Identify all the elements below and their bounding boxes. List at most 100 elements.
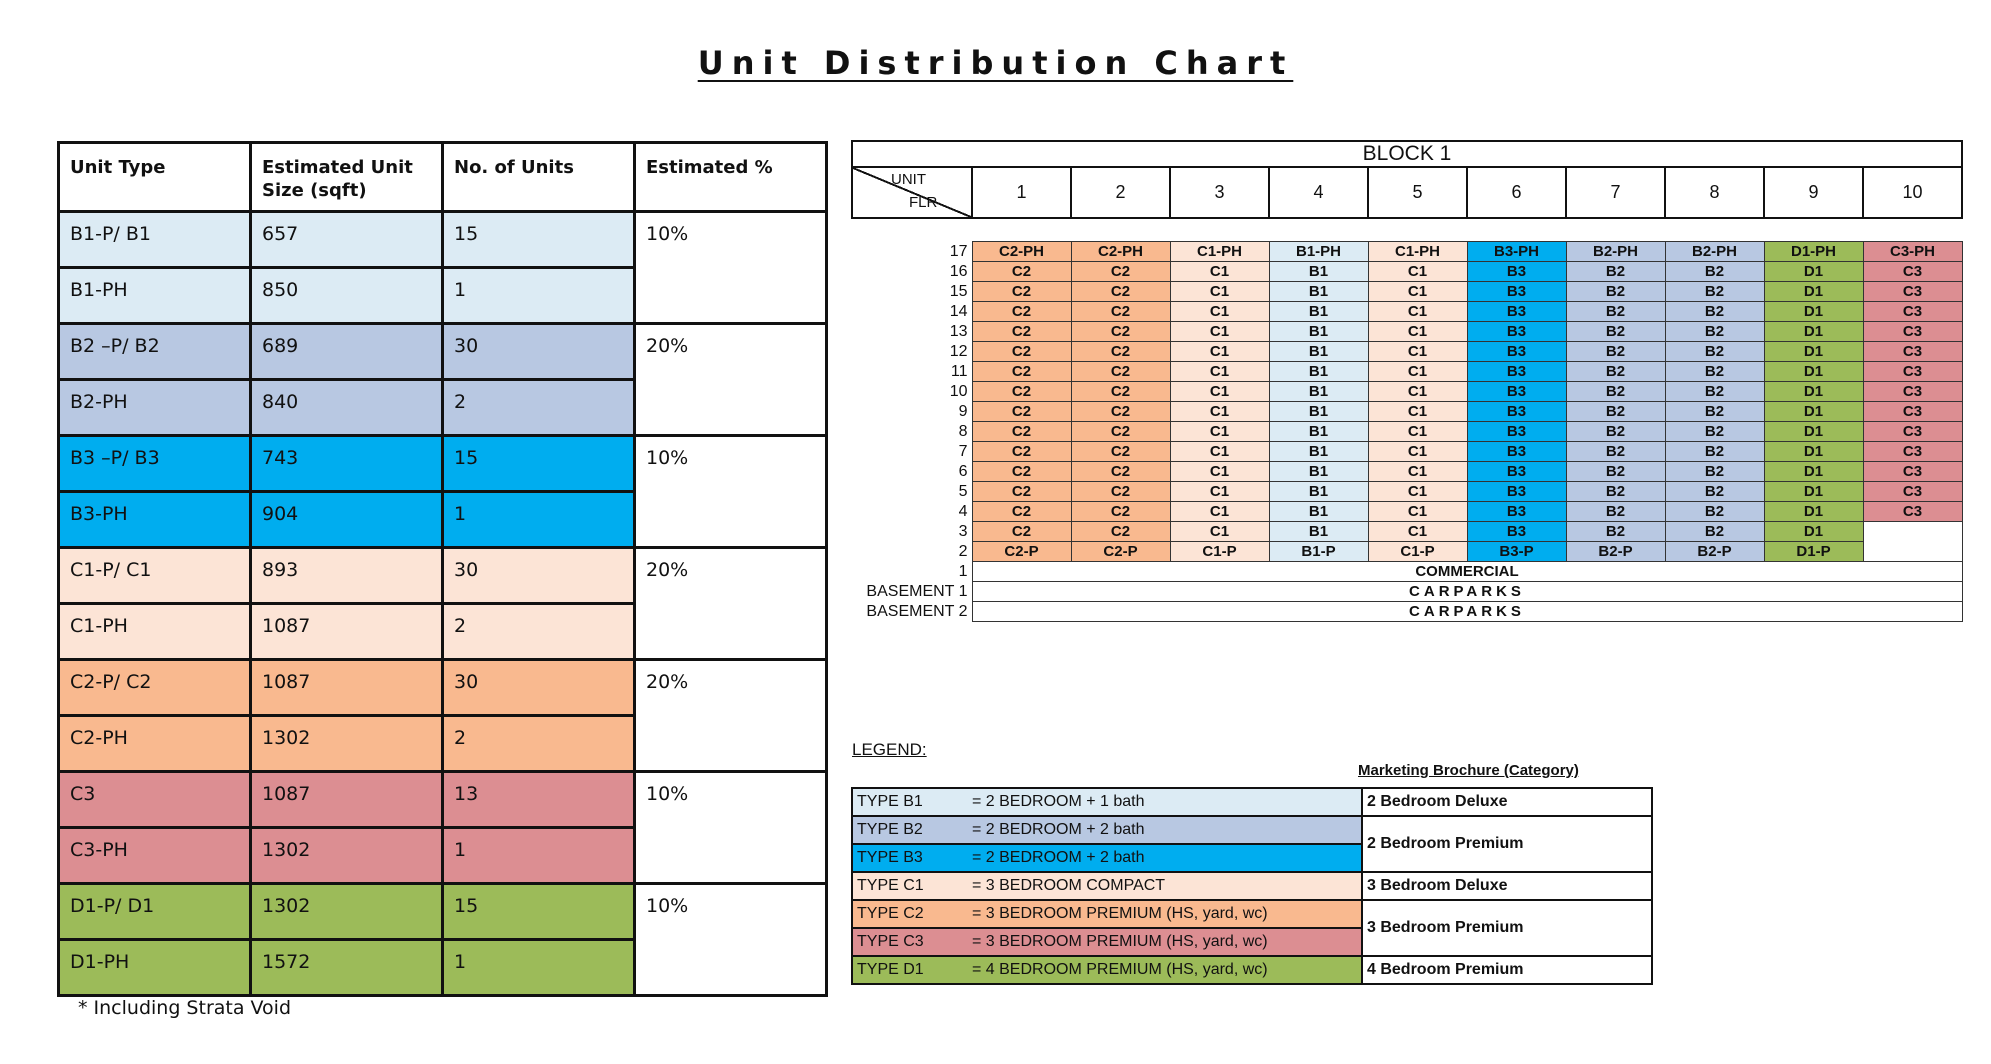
floor-row: 16 C2 C2 C1 B1 C1 B3 B2 B2 D1 C3 — [852, 261, 1963, 282]
unit-cell: B2 — [1565, 441, 1666, 462]
unit-type-cell: C1-PH — [57, 602, 252, 661]
unit-cell: C1 — [1169, 321, 1270, 342]
spacer — [852, 218, 1962, 242]
unit-cell: C2 — [1070, 421, 1171, 442]
unit-cell: B2 — [1565, 361, 1666, 382]
lower-level-label: COMMERCIAL — [971, 561, 1963, 582]
unit-size-cell: 904 — [249, 490, 444, 549]
floor-row: 15 C2 C2 C1 B1 C1 B3 B2 B2 D1 C3 — [852, 281, 1963, 302]
unit-type-cell: C3-PH — [57, 826, 252, 885]
unit-cell: C1 — [1367, 321, 1468, 342]
marketing-category: 2 Bedroom Premium — [1361, 815, 1653, 873]
floor-label: 14 — [949, 303, 968, 320]
lower-level-label: CARPARKS — [971, 581, 1963, 602]
unit-cell: C2 — [1070, 461, 1171, 482]
unit-cell: D1 — [1763, 521, 1864, 542]
unit-cell: B2 — [1565, 301, 1666, 322]
unit-cell: D1-P — [1763, 541, 1864, 562]
lower-level-label: CARPARKS — [971, 601, 1963, 622]
unit-cell: C2 — [1070, 401, 1171, 422]
unit-count-cell: 15 — [441, 210, 636, 269]
unit-cell: C1 — [1367, 441, 1468, 462]
unit-table-row: C3-PH 1302 1 — [57, 826, 827, 885]
unit-cell: C1 — [1367, 421, 1468, 442]
floor-label: 16 — [949, 263, 968, 280]
floor-row: 2 C2-P C2-P C1-P B1-P C1-P B3-P B2-P B2-P D1-P — [852, 541, 1962, 562]
unit-number-header: 8 — [1664, 166, 1765, 219]
floor-label: BASEMENT 1 — [866, 583, 968, 600]
unit-size-cell: 689 — [249, 322, 444, 381]
floor-row: 5 C2 C2 C1 B1 C1 B3 B2 B2 D1 C3 — [852, 481, 1963, 502]
unit-cell: C3 — [1862, 361, 1963, 382]
unit-cell: C2 — [971, 281, 1072, 302]
unit-cell: C3 — [1862, 421, 1963, 442]
unit-cell: B3 — [1466, 361, 1567, 382]
unit-size-cell: 850 — [249, 266, 444, 325]
unit-count-cell: 30 — [441, 658, 636, 717]
unit-number-header: 2 — [1070, 166, 1171, 219]
unit-cell: C2 — [971, 341, 1072, 362]
unit-cell: B2 — [1664, 421, 1765, 442]
unit-count-cell: 1 — [441, 490, 636, 549]
unit-cell: C1-PH — [1367, 241, 1468, 262]
unit-cell: D1 — [1763, 401, 1864, 422]
unit-cell: C2 — [971, 301, 1072, 322]
unit-cell: C2 — [971, 441, 1072, 462]
unit-cell: B2 — [1664, 321, 1765, 342]
unit-cell: B1 — [1268, 281, 1369, 302]
unit-cell: C2-P — [1070, 541, 1171, 562]
unit-cell: B2 — [1565, 381, 1666, 402]
unit-cell: B2 — [1664, 521, 1765, 542]
unit-size-cell: 657 — [249, 210, 444, 269]
unit-type-cell: D1-PH — [57, 938, 252, 997]
unit-cell: C2 — [971, 261, 1072, 282]
floor-label: 2 — [958, 543, 968, 560]
floor-label: 8 — [958, 423, 968, 440]
unit-cell: B2-P — [1565, 541, 1666, 562]
unit-cell: C1 — [1367, 361, 1468, 382]
unit-size-cell: 893 — [249, 546, 444, 605]
unit-cell: C3 — [1862, 401, 1963, 422]
unit-cell: C2 — [1070, 441, 1171, 462]
unit-cell: B3 — [1466, 481, 1567, 502]
block-title: BLOCK 1 — [851, 140, 1963, 168]
unit-cell: B1 — [1268, 441, 1369, 462]
lower-level-row: BASEMENT 1 CARPARKS — [852, 581, 1963, 602]
unit-table-row: C1-P/ C1 893 30 20% — [57, 546, 828, 661]
unit-cell: C1 — [1367, 301, 1468, 322]
unit-table-row: C3 1087 13 10% — [57, 770, 828, 885]
unit-cell: D1 — [1763, 341, 1864, 362]
floor-label: 1 — [958, 563, 968, 580]
legend-type: TYPE C2 — [851, 899, 968, 929]
unit-cell: B1 — [1268, 461, 1369, 482]
legend-type: TYPE B3 — [851, 843, 968, 873]
corner-unit-label: UNIT — [891, 171, 926, 188]
unit-cell: B2 — [1664, 461, 1765, 482]
unit-cell: C1 — [1169, 461, 1270, 482]
unit-cell: B1 — [1268, 401, 1369, 422]
unit-cell: C2 — [971, 521, 1072, 542]
unit-cell: C1-PH — [1169, 241, 1270, 262]
unit-cell: C1 — [1367, 341, 1468, 362]
unit-table-row: C2-P/ C2 1087 30 20% — [57, 658, 828, 773]
floor-label: 9 — [958, 403, 968, 420]
unit-cell: B2 — [1664, 341, 1765, 362]
unit-cell: C1 — [1169, 261, 1270, 282]
unit-cell: B3 — [1466, 281, 1567, 302]
unit-cell: C2 — [971, 381, 1072, 402]
unit-percent-cell: 20% — [633, 546, 828, 661]
floor-row: 4 C2 C2 C1 B1 C1 B3 B2 B2 D1 C3 — [852, 501, 1963, 522]
floor-row: 14 C2 C2 C1 B1 C1 B3 B2 B2 D1 C3 — [852, 301, 1963, 322]
unit-cell: B1 — [1268, 321, 1369, 342]
marketing-category: 4 Bedroom Premium — [1361, 955, 1653, 985]
unit-size-cell: 743 — [249, 434, 444, 493]
unit-cell: C1 — [1169, 361, 1270, 382]
unit-cell: C1 — [1367, 381, 1468, 402]
unit-table-row: C2-PH 1302 2 — [57, 714, 827, 773]
unit-cell: C1 — [1169, 521, 1270, 542]
unit-type-table: Unit Type Estimated Unit Size (sqft) No.… — [57, 141, 828, 997]
unit-cell: C1 — [1367, 501, 1468, 522]
marketing-category: 3 Bedroom Premium — [1361, 899, 1653, 957]
unit-cell: B1 — [1268, 501, 1369, 522]
unit-size-cell: 1087 — [249, 770, 444, 829]
